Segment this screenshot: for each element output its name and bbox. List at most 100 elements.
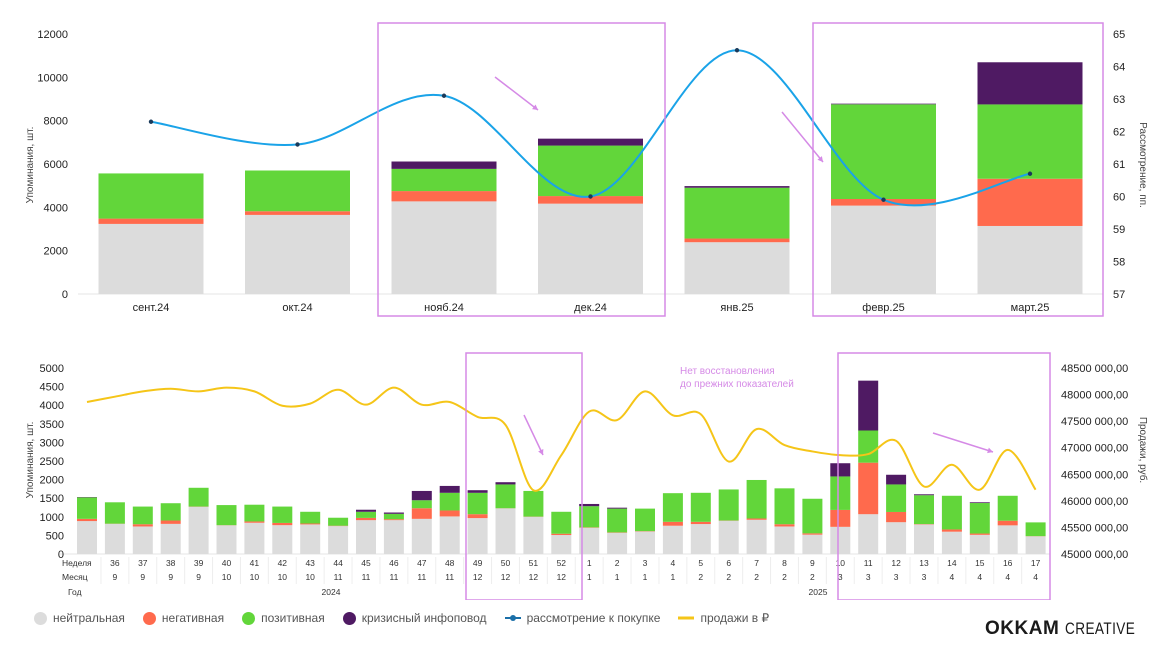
trend-arrow-icon — [494, 76, 539, 111]
x-tick-label: март.25 — [1011, 302, 1050, 314]
month-label: 11 — [334, 572, 343, 582]
bar-crisis — [356, 509, 376, 512]
week-label: 51 — [529, 558, 539, 568]
annotations: Нет восстановления до прежних показателей — [377, 22, 1104, 600]
bar-neutral — [886, 522, 907, 554]
y2-axis-title: Рассмотрение, пп. — [1137, 122, 1148, 208]
bar-negative — [467, 514, 488, 519]
bar-negative — [244, 521, 265, 523]
legend-item-sales: продажи в ₽ — [678, 611, 769, 625]
y-tick-label: 8000 — [44, 116, 68, 128]
month-label: 2 — [726, 572, 731, 582]
month-label: 12 — [473, 572, 483, 582]
y-tick-label: 2000 — [44, 246, 68, 258]
y2-tick-label: 62 — [1113, 127, 1125, 139]
bar-positive — [774, 488, 795, 525]
legend-item-consideration: рассмотрение к покупке — [504, 611, 661, 625]
month-label: 4 — [1005, 572, 1010, 582]
bar-neutral — [746, 519, 767, 554]
week-label: 43 — [305, 558, 315, 568]
bar-positive — [551, 511, 572, 534]
y-tick-label: 1500 — [40, 493, 64, 505]
highlight-box — [377, 22, 666, 317]
week-label: 11 — [864, 558, 873, 568]
y-tick-label: 12000 — [37, 29, 68, 41]
bar-neutral — [830, 526, 851, 554]
bar-positive — [914, 495, 934, 525]
bar-positive — [391, 168, 497, 192]
arrow-head-icon — [817, 156, 823, 162]
legend: нейтральная негативная позитивная кризис… — [34, 611, 769, 625]
annotation-line-2: до прежних показателей — [680, 379, 794, 390]
bar-crisis — [830, 463, 851, 477]
bar-positive — [188, 487, 209, 507]
weekly-chart: 0 500 1000 1500 2000 2500 3000 3500 4000 4500 5000… — [25, 363, 1149, 597]
week-label: 50 — [501, 558, 511, 568]
highlight-box — [465, 352, 583, 600]
neutral-swatch-icon — [34, 611, 47, 625]
bar-crisis — [886, 474, 907, 485]
month-label: 9 — [168, 572, 173, 582]
logo-light: CREATIVE — [1065, 619, 1136, 638]
week-label: 3 — [643, 558, 648, 568]
x-tick-label: дек.24 — [574, 302, 607, 314]
consideration-point — [734, 48, 740, 53]
month-label: 12 — [557, 572, 567, 582]
bar-negative — [969, 533, 990, 535]
y2-tick-label: 47500 000,00 — [1061, 416, 1128, 428]
y2-tick-label: 65 — [1113, 29, 1125, 41]
bar-positive — [244, 504, 265, 522]
positive-swatch-icon — [242, 611, 256, 625]
bar-neutral — [802, 534, 823, 554]
bar-neutral — [104, 523, 125, 554]
bar-positive — [977, 104, 1083, 179]
bar-crisis — [383, 512, 404, 514]
line-swatch-icon — [678, 616, 695, 620]
legend-item-positive: позитивная — [242, 611, 325, 625]
bar-neutral — [579, 527, 600, 554]
legend-label: рассмотрение к покупке — [526, 611, 661, 625]
week-label: 47 — [417, 558, 427, 568]
bar-negative — [272, 522, 293, 526]
bar-positive — [802, 498, 823, 534]
week-row-header: Неделя — [62, 558, 92, 568]
trend-arrow-icon — [932, 432, 994, 453]
bar-crisis — [439, 485, 460, 493]
bar-neutral — [356, 520, 376, 554]
consideration-point — [148, 119, 154, 124]
month-label: 9 — [113, 572, 118, 582]
bar-crisis — [969, 502, 990, 504]
y2-tick-label: 60 — [1113, 192, 1125, 204]
bar-negative — [802, 533, 823, 535]
bar-positive — [272, 506, 293, 523]
bar-neutral — [439, 516, 460, 554]
bar-positive — [411, 500, 432, 509]
bar-crisis — [858, 380, 879, 431]
week-label: 37 — [138, 558, 148, 568]
bar-neutral — [662, 525, 683, 554]
y2-axis-title: Продажи, руб. — [1137, 417, 1149, 483]
bar-negative — [356, 517, 376, 521]
bar-neutral — [272, 525, 293, 554]
consideration-point — [295, 142, 300, 147]
month-label: 4 — [977, 572, 982, 582]
bar-positive — [941, 495, 962, 530]
bar-neutral — [635, 531, 655, 554]
month-label: 9 — [196, 572, 201, 582]
week-label: 7 — [754, 558, 759, 568]
bar-neutral — [383, 520, 404, 554]
week-label: 45 — [361, 558, 371, 568]
bar-crisis — [684, 186, 790, 188]
year-label: 2025 — [809, 587, 828, 597]
bar-positive — [160, 503, 181, 521]
bar-positive — [607, 508, 628, 533]
bar-neutral — [977, 225, 1083, 294]
bar-negative — [160, 520, 181, 524]
bar-positive — [718, 489, 739, 521]
bar-positive — [245, 170, 350, 212]
month-label: 2 — [810, 572, 815, 582]
month-label: 11 — [445, 572, 454, 582]
bar-neutral — [216, 525, 237, 554]
bar-positive — [104, 502, 125, 524]
bar-neutral — [774, 526, 795, 554]
